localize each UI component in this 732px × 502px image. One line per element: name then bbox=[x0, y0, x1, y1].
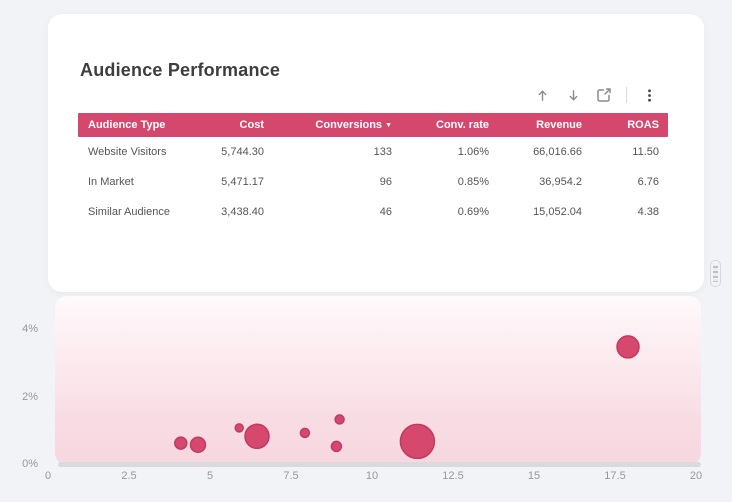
table-row: In Market 5,471.17 96 0.85% 36,954.2 6.76 bbox=[78, 167, 668, 197]
table-cell: Website Visitors bbox=[88, 146, 167, 158]
bubble[interactable] bbox=[234, 423, 244, 433]
table-cell: In Market bbox=[88, 176, 134, 188]
bubble[interactable] bbox=[399, 423, 436, 460]
column-header-roas[interactable]: ROAS bbox=[627, 119, 659, 131]
y-tick-label: 0% bbox=[22, 458, 38, 470]
bubble[interactable] bbox=[616, 335, 640, 359]
x-axis-line bbox=[58, 462, 701, 467]
bubble-chart: 0 2.5 5 7.5 10 12.5 15 17.5 20 0% 2% 4% bbox=[0, 296, 732, 502]
x-tick-label: 15 bbox=[527, 470, 541, 482]
table-cell: 96 bbox=[379, 176, 392, 188]
table-header: Audience Type Cost Conversions ▼ Conv. rate R… bbox=[78, 113, 668, 137]
y-tick-label: 2% bbox=[22, 390, 38, 403]
table-cell: 46 bbox=[379, 206, 392, 218]
card-toolbar bbox=[533, 86, 658, 104]
bubble[interactable] bbox=[174, 436, 188, 450]
toolbar-divider bbox=[626, 87, 627, 103]
x-tick-label: 0 bbox=[44, 470, 52, 482]
bubble-layer bbox=[174, 335, 640, 460]
table-cell: 5,471.17 bbox=[221, 176, 264, 188]
table-cell: 4.38 bbox=[637, 206, 659, 218]
table-row: Similar Audience 3,438.40 46 0.69% 15,052.04… bbox=[78, 197, 668, 227]
sort-caret-icon: ▼ bbox=[385, 122, 392, 129]
table-cell: 11.50 bbox=[632, 146, 659, 158]
table-cell: 36,954.2 bbox=[539, 176, 582, 188]
table-cell: Similar Audience bbox=[88, 206, 170, 218]
bubble[interactable] bbox=[334, 414, 345, 425]
sort-up-icon[interactable] bbox=[533, 86, 551, 104]
table-body: Website Visitors 5,744.30 133 1.06% 66,016.6… bbox=[78, 137, 668, 227]
x-tick-label: 12.5 bbox=[442, 470, 464, 482]
column-header-audience-type[interactable]: Audience Type bbox=[88, 119, 166, 131]
resize-grip-handle[interactable] bbox=[710, 260, 721, 287]
x-tick-label: 17.5 bbox=[604, 470, 626, 482]
table-cell: 66,016.66 bbox=[533, 146, 582, 158]
table-cell: 5,744.30 bbox=[221, 146, 264, 158]
kebab-menu-icon[interactable] bbox=[640, 86, 658, 104]
sort-down-icon[interactable] bbox=[564, 86, 582, 104]
table-cell: 3,438.40 bbox=[221, 206, 264, 218]
column-header-cost[interactable]: Cost bbox=[239, 119, 264, 131]
plot-area bbox=[55, 296, 701, 465]
bubble[interactable] bbox=[244, 423, 270, 450]
column-header-revenue[interactable]: Revenue bbox=[536, 119, 582, 131]
page-title: Audience Performance bbox=[80, 60, 281, 80]
x-tick-label: 5 bbox=[206, 470, 214, 482]
export-icon[interactable] bbox=[595, 86, 613, 104]
x-tick-label: 20 bbox=[689, 470, 703, 482]
bubble[interactable] bbox=[299, 427, 311, 439]
column-header-conversions[interactable]: Conversions ▼ bbox=[315, 119, 392, 131]
audience-performance-card: Audience Performance bbox=[48, 14, 704, 292]
table-cell: 0.69% bbox=[457, 206, 489, 218]
audience-table: Audience Type Cost Conversions ▼ Conv. rate R… bbox=[78, 113, 668, 227]
column-header-conv-rate[interactable]: Conv. rate bbox=[436, 119, 489, 131]
table-cell: 133 bbox=[373, 146, 392, 158]
table-cell: 1.06% bbox=[457, 146, 489, 158]
x-tick-label: 10 bbox=[365, 470, 379, 482]
y-tick-label: 4% bbox=[22, 323, 38, 335]
table-row: Website Visitors 5,744.30 133 1.06% 66,016.6… bbox=[78, 137, 668, 167]
x-tick-label: 7.5 bbox=[283, 470, 299, 482]
table-cell: 15,052.04 bbox=[533, 206, 582, 218]
table-cell: 0.85% bbox=[457, 176, 489, 188]
bubble[interactable] bbox=[330, 440, 343, 453]
table-cell: 6.76 bbox=[637, 176, 659, 188]
x-tick-label: 2.5 bbox=[121, 470, 137, 482]
bubble[interactable] bbox=[189, 436, 207, 454]
